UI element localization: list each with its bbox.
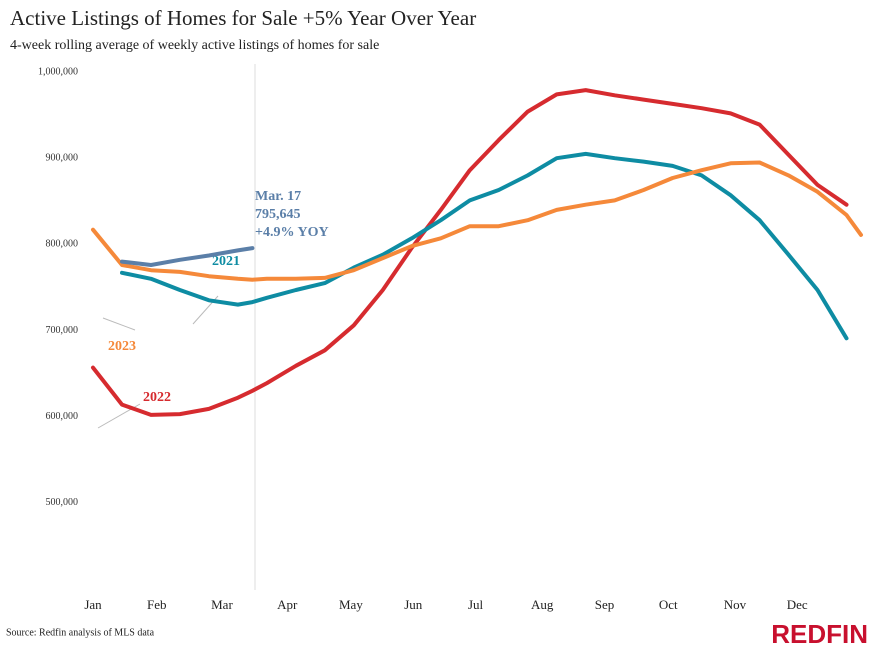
x-tick-label: Oct: [659, 597, 678, 612]
series-line: [120, 246, 255, 267]
series-label: 2023: [108, 339, 136, 354]
x-tick-label: Aug: [531, 597, 554, 612]
x-tick-label: Nov: [724, 597, 747, 612]
y-tick-label: 800,000: [46, 239, 79, 250]
annotation: +4.9% YOY: [255, 225, 329, 240]
x-tick-label: Jul: [468, 597, 484, 612]
series-label: 2022: [143, 390, 171, 405]
y-tick-label: 1,000,000: [38, 66, 78, 77]
series-line: [120, 151, 849, 341]
x-tick-label: Apr: [277, 597, 298, 612]
annotation: Mar. 17: [255, 189, 301, 204]
x-tick-label: Mar: [211, 597, 233, 612]
y-tick-label: 700,000: [46, 325, 79, 336]
series-line: [91, 160, 863, 282]
chart-subtitle: 4-week rolling average of weekly active …: [10, 38, 379, 53]
y-tick-label: 600,000: [46, 411, 79, 422]
chart-title: Active Listings of Homes for Sale +5% Ye…: [10, 6, 476, 30]
source: Source: Redfin analysis of MLS data: [6, 627, 155, 638]
x-tick-label: Sep: [595, 597, 615, 612]
x-tick-label: May: [339, 597, 363, 612]
x-tick-label: Dec: [787, 597, 808, 612]
x-tick-label: Jun: [404, 597, 423, 612]
y-tick-label: 500,000: [46, 497, 79, 508]
y-tick-label: 900,000: [46, 152, 79, 163]
logo: REDFIN: [771, 619, 868, 649]
series-line: [91, 88, 849, 417]
x-tick-label: Jan: [84, 597, 102, 612]
series-label: 2021: [212, 254, 240, 269]
x-tick-label: Feb: [147, 597, 167, 612]
annotation: 795,645: [255, 207, 301, 222]
leader-line: [102, 317, 136, 331]
